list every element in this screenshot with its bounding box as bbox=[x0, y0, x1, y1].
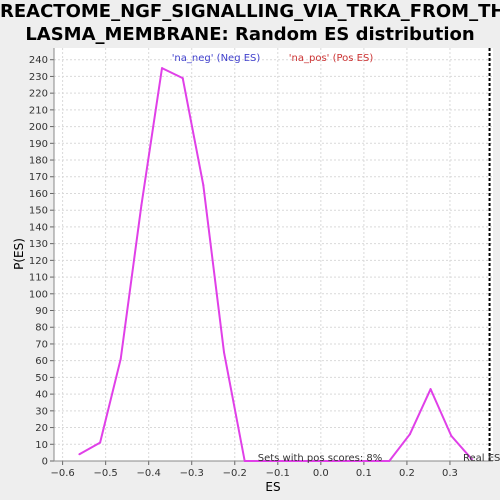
es-data-point bbox=[161, 67, 164, 70]
series-layer bbox=[78, 67, 473, 462]
y-tick-label: 200 bbox=[29, 122, 48, 133]
y-tick-label: 80 bbox=[35, 323, 48, 334]
plot-area bbox=[54, 48, 493, 461]
es-data-point bbox=[284, 460, 287, 462]
y-tick-label: 30 bbox=[35, 406, 48, 417]
es-data-point bbox=[346, 460, 349, 462]
es-data-point bbox=[264, 460, 267, 462]
y-tick-label: 110 bbox=[29, 273, 48, 284]
es-data-point bbox=[119, 358, 122, 361]
y-tick-label: 150 bbox=[29, 206, 48, 217]
y-tick-label: 40 bbox=[35, 390, 48, 401]
y-tick-label: 240 bbox=[29, 55, 48, 66]
es-data-point bbox=[223, 351, 226, 354]
pos-score-annotation: Sets with pos scores: 8% bbox=[258, 453, 383, 464]
es-data-point bbox=[243, 460, 246, 462]
es-data-point bbox=[367, 460, 370, 462]
es-data-point bbox=[408, 433, 411, 436]
x-tick-label: 0.0 bbox=[313, 468, 329, 479]
es-data-point bbox=[450, 434, 453, 437]
x-tick-label: −0.4 bbox=[137, 468, 161, 479]
real-es-label: Real ES bbox=[463, 453, 500, 464]
y-tick-label: 160 bbox=[29, 189, 48, 200]
es-data-point bbox=[202, 184, 205, 187]
chart-title-line-1: REACTOME_NGF_SIGNALLING_VIA_TRKA_FROM_TH… bbox=[0, 1, 500, 22]
es-data-point bbox=[326, 460, 329, 462]
y-tick-label: 20 bbox=[35, 423, 48, 434]
y-tick-label: 90 bbox=[35, 306, 48, 317]
y-tick-label: 170 bbox=[29, 172, 48, 183]
es-data-point bbox=[305, 460, 308, 462]
y-tick-label: 10 bbox=[35, 440, 48, 451]
y-tick-label: 140 bbox=[29, 222, 48, 233]
chart-title-line-2: LASMA_MEMBRANE: Random ES distribution bbox=[25, 24, 475, 45]
y-tick-label: 70 bbox=[35, 339, 48, 350]
y-tick-label: 0 bbox=[42, 457, 48, 468]
x-axis-label: ES bbox=[265, 480, 280, 494]
chart-title: REACTOME_NGF_SIGNALLING_VIA_TRKA_FROM_TH… bbox=[0, 0, 500, 46]
x-tick-label: −0.5 bbox=[93, 468, 117, 479]
es-data-point bbox=[78, 453, 81, 456]
es-data-point bbox=[429, 388, 432, 391]
y-tick-label: 180 bbox=[29, 156, 48, 167]
y-tick-label: 100 bbox=[29, 289, 48, 300]
es-data-point bbox=[388, 460, 391, 462]
x-tick-label: −0.2 bbox=[223, 468, 247, 479]
y-tick-label: 130 bbox=[29, 239, 48, 250]
legend-entry-neg: 'na_neg' (Neg ES) bbox=[172, 53, 261, 64]
x-tick-label: 0.3 bbox=[442, 468, 458, 479]
es-distribution-line bbox=[78, 67, 473, 462]
y-tick-label: 220 bbox=[29, 89, 48, 100]
y-tick-label: 190 bbox=[29, 139, 48, 150]
legend-entry-pos: 'na_pos' (Pos ES) bbox=[289, 53, 374, 64]
es-data-point bbox=[470, 458, 473, 461]
y-axis: 0 10 20 30 40 50 60 70 80 90 100 110 120 130 140 150 160… bbox=[29, 48, 55, 468]
overlay-layer: 'na_neg' (Neg ES) 'na_pos' (Pos ES) Sets w… bbox=[172, 48, 500, 464]
x-tick-label: 0.1 bbox=[356, 468, 372, 479]
y-axis-label: P(ES) bbox=[12, 238, 26, 270]
es-data-point bbox=[181, 77, 184, 80]
y-tick-label: 210 bbox=[29, 105, 48, 116]
es-data-point bbox=[99, 441, 102, 444]
y-tick-label: 230 bbox=[29, 72, 48, 83]
y-tick-label: 50 bbox=[35, 373, 48, 384]
x-tick-label: −0.6 bbox=[50, 468, 74, 479]
x-tick-label: −0.3 bbox=[180, 468, 204, 479]
x-tick-label: 0.2 bbox=[399, 468, 415, 479]
es-data-point bbox=[140, 204, 143, 207]
x-tick-label: −0.1 bbox=[266, 468, 290, 479]
y-tick-label: 120 bbox=[29, 256, 48, 267]
y-tick-label: 60 bbox=[35, 356, 48, 367]
